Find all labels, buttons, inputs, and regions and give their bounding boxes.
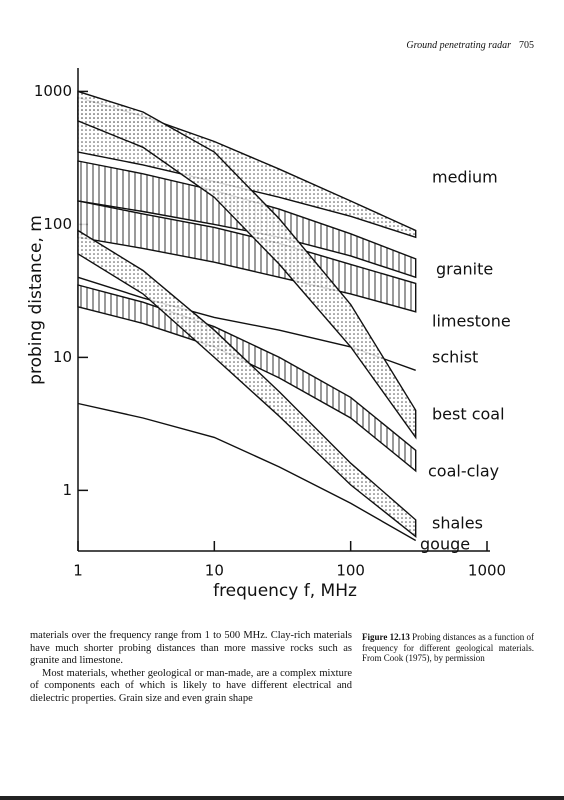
page-number: 705 bbox=[519, 40, 534, 51]
x-tick-label: 100 bbox=[336, 562, 365, 580]
chart: probing distance, m frequency f, MHz 1 10… bbox=[26, 68, 511, 601]
x-tick-label: 1 bbox=[73, 562, 83, 580]
y-axis-label: probing distance, m bbox=[26, 215, 46, 385]
figure-caption: Figure 12.13 Probing distances as a func… bbox=[362, 632, 534, 664]
y-tick-label: 1 bbox=[62, 481, 72, 499]
paragraph: Most materials, whether geological or ma… bbox=[30, 667, 352, 704]
bottom-rule bbox=[0, 796, 564, 800]
y-tick-label: 10 bbox=[53, 348, 72, 366]
y-tick-label: 1000 bbox=[34, 82, 72, 100]
curve-label: shales bbox=[432, 514, 483, 533]
curve-label: gouge bbox=[420, 535, 470, 554]
curve bbox=[77, 402, 417, 542]
y-tick-label: 100 bbox=[43, 215, 72, 233]
curve-label: schist bbox=[432, 348, 478, 367]
curve-label: limestone bbox=[432, 312, 511, 331]
band bbox=[77, 229, 417, 538]
curve-label: granite bbox=[436, 260, 493, 279]
caption-text: Probing distances as a function of frequ… bbox=[362, 632, 534, 663]
header-title: Ground penetrating radar bbox=[406, 40, 511, 51]
band bbox=[77, 90, 417, 440]
curve-label: medium bbox=[432, 168, 498, 187]
caption-label: Figure 12.13 bbox=[362, 632, 410, 642]
x-tick-label: 1000 bbox=[468, 562, 506, 580]
x-axis-label: frequency f, MHz bbox=[213, 581, 357, 601]
paragraph: materials over the frequency range from … bbox=[30, 630, 352, 666]
running-header: Ground penetrating radar 705 bbox=[406, 40, 534, 51]
body-text: materials over the frequency range from … bbox=[30, 630, 352, 705]
band bbox=[77, 284, 417, 473]
curve-label: coal-clay bbox=[428, 462, 499, 481]
curve-label: best coal bbox=[432, 405, 505, 424]
x-tick-label: 10 bbox=[205, 562, 224, 580]
